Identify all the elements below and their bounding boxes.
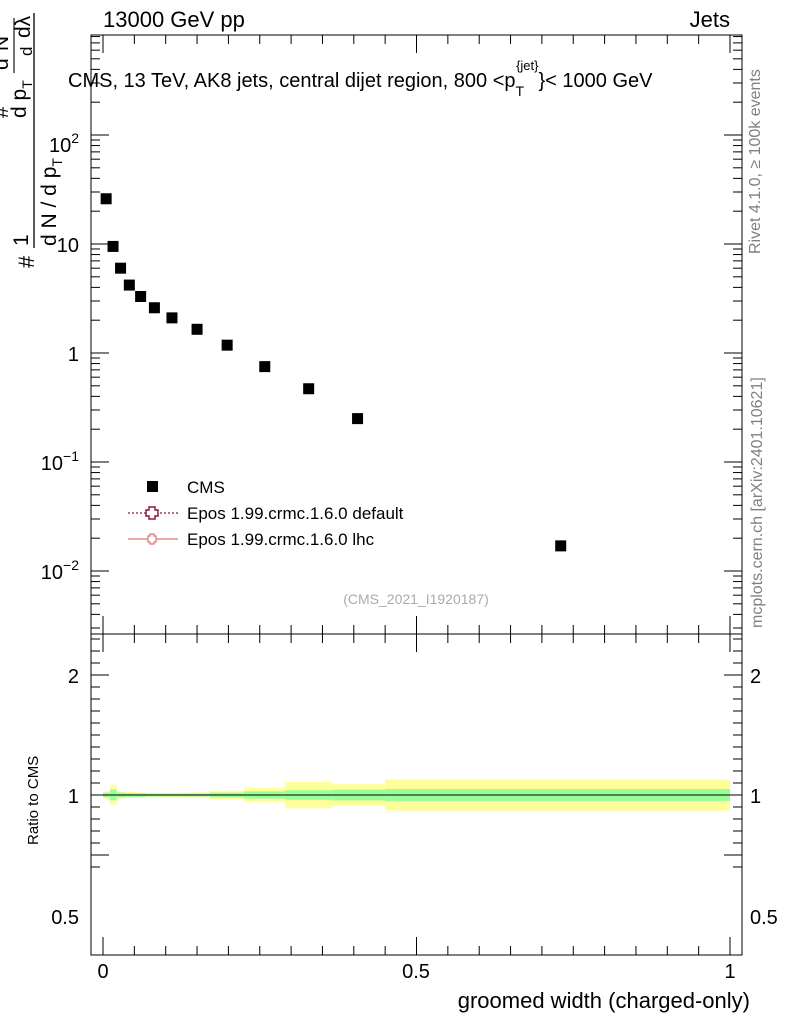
legend-label-epos-lhc: Epos 1.99.crmc.1.6.0 lhc	[187, 530, 375, 549]
header-left: 13000 GeV pp	[103, 7, 245, 32]
legend-label-cms: CMS	[187, 478, 225, 497]
cms-data-point	[123, 279, 135, 291]
cms-data-point	[221, 339, 233, 351]
legend: CMS Epos 1.99.crmc.1.6.0 default Epos 1.…	[128, 478, 404, 549]
svg-text:#: #	[0, 106, 13, 118]
ratio-tick-label-2-left: 2	[68, 666, 79, 688]
ratio-axis-ticks	[91, 638, 742, 868]
analysis-id-watermark: (CMS_2021_I1920187)	[343, 591, 489, 607]
cms-data-point	[303, 383, 315, 395]
mcplots-label: mcplots.cern.ch [arXiv:2401.10621]	[749, 377, 766, 628]
y-axis-label-bottom: Ratio to CMS	[25, 756, 42, 845]
y-tick-label-0.1: 10−1	[41, 448, 79, 475]
cms-data-point	[107, 240, 119, 252]
x-tick-label-0: 0	[97, 961, 108, 983]
cms-data-point	[115, 262, 127, 274]
cms-data-point	[148, 302, 160, 314]
cms-data-point	[352, 413, 364, 425]
cms-data-point	[166, 312, 178, 324]
cms-data-point	[100, 193, 112, 205]
cms-data-point	[191, 323, 203, 335]
x-axis-label: groomed width (charged-only)	[458, 988, 750, 1013]
legend-marker-epos-default	[128, 506, 178, 520]
top-axis-ticks	[91, 35, 742, 955]
svg-text:#: #	[14, 255, 39, 268]
svg-text:d pT: d pT	[8, 80, 35, 118]
y-axis-label-lambda: dλ	[12, 15, 35, 38]
x-tick-label-0.5: 0.5	[402, 961, 430, 983]
ratio-tick-label-1-left: 1	[68, 786, 79, 808]
y-tick-label-10: 10	[57, 235, 79, 257]
ratio-tick-label-0.5-right: 0.5	[750, 907, 778, 929]
cms-data-point	[135, 290, 147, 302]
svg-text:d: d	[17, 47, 36, 56]
y-tick-label-0.01: 10−2	[41, 557, 79, 584]
rivet-label: Rivet 4.1.0, ≥ 100k events	[747, 69, 764, 254]
ratio-tick-label-0.5-left: 0.5	[51, 907, 79, 929]
cms-data-points	[100, 193, 567, 552]
cms-data-point	[555, 540, 567, 552]
y-axis-label-top: # 1 d N / d pT # d pT d2N d	[0, 13, 65, 268]
cms-data-point	[259, 361, 271, 373]
x-tick-label-1: 1	[724, 961, 735, 983]
legend-marker-epos-lhc	[128, 533, 178, 545]
y-tick-label-100: 102	[49, 130, 79, 157]
svg-text:d N / d pT: d N / d pT	[38, 158, 65, 246]
svg-text:d2N: d2N	[0, 36, 13, 70]
y-tick-label-1: 1	[68, 344, 79, 366]
chart-title: CMS, 13 TeV, AK8 jets, central dijet reg…	[68, 58, 653, 99]
header-right: Jets	[690, 7, 730, 32]
legend-label-epos-default: Epos 1.99.crmc.1.6.0 default	[187, 504, 404, 523]
legend-marker-cms	[147, 481, 158, 492]
ratio-tick-label-2-right: 2	[750, 666, 761, 688]
ratio-tick-label-1-right: 1	[750, 786, 761, 808]
svg-text:1: 1	[10, 234, 33, 246]
